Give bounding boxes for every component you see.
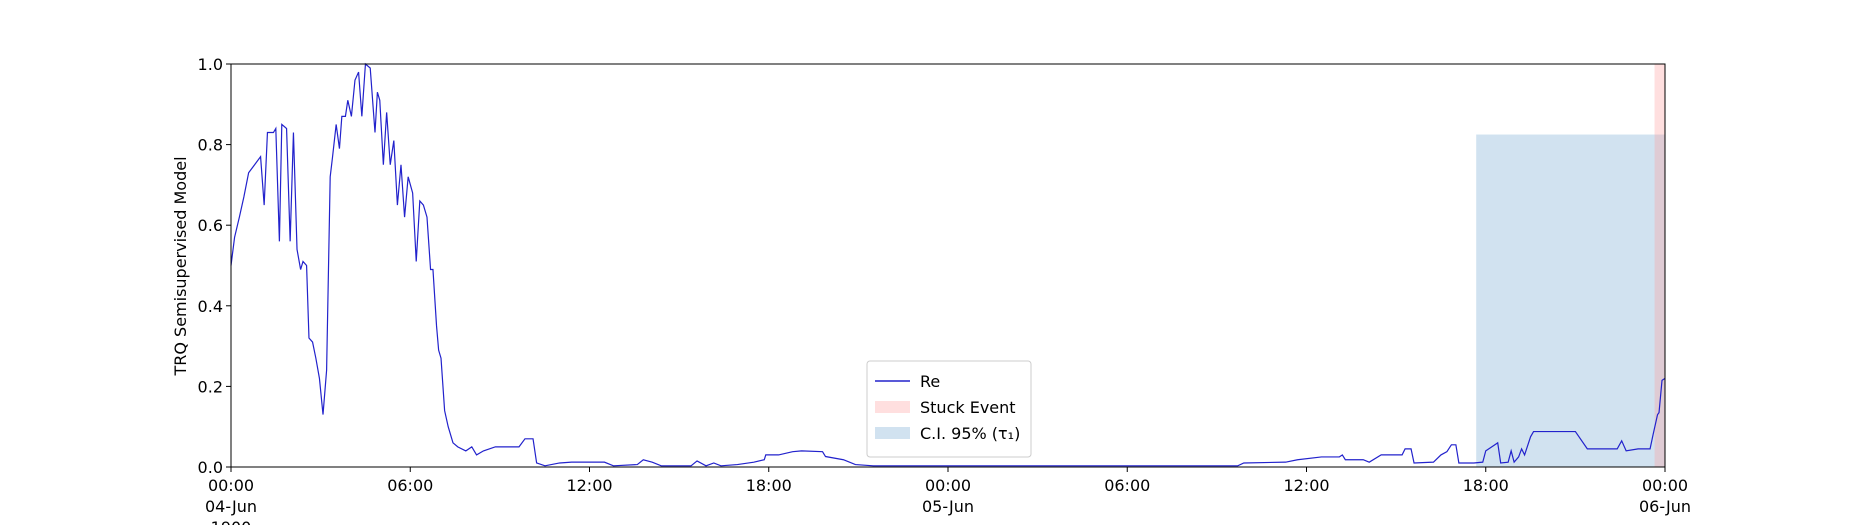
x-tick-label: 18:00: [746, 476, 792, 495]
y-tick-label: 0.2: [198, 377, 223, 396]
y-tick-label: 1.0: [198, 55, 223, 74]
tick-label-line: 18:00: [746, 476, 792, 495]
tick-label-line: 04-Jun: [205, 497, 257, 516]
legend-label: Re: [920, 372, 940, 391]
legend-swatch: [875, 427, 910, 439]
x-tick-label: 00:00 04-Jun 1900: [205, 476, 257, 525]
tick-label-line: 12:00: [1283, 476, 1329, 495]
tick-label-line: 00:00: [1642, 476, 1688, 495]
y-tick-label: 0.4: [198, 297, 223, 316]
line: [230, 62, 1666, 467]
legend-label: Stuck Event: [920, 398, 1016, 417]
span: [1654, 64, 1665, 467]
y-axis-label: TRQ Semisupervised Model: [171, 156, 190, 376]
tick-label-line: 06-Jun: [1639, 497, 1691, 516]
y-tick-label: 0.0: [198, 458, 223, 477]
x-tick-label: 06:00: [1104, 476, 1150, 495]
tick-label-line: 00:00: [208, 476, 254, 495]
tick-label-line: 06:00: [1104, 476, 1150, 495]
tick-label-line: 00:00: [925, 476, 971, 495]
x-tick-label: 00:00 06-Jun: [1639, 476, 1691, 516]
legend-swatch: [875, 401, 910, 413]
tick-label-line: 1900: [211, 518, 252, 525]
tick-label-line: 12:00: [566, 476, 612, 495]
span: [1476, 134, 1665, 467]
legend-label: C.I. 95% (τ₁): [920, 424, 1020, 443]
x-tick-label: 12:00: [1283, 476, 1329, 495]
x-tick-label: 00:00 05-Jun: [922, 476, 974, 516]
tick-label-line: 18:00: [1463, 476, 1509, 495]
x-tick-label: 18:00: [1463, 476, 1509, 495]
legend-box: [866, 360, 1032, 458]
tick-label-line: 05-Jun: [922, 497, 974, 516]
x-tick-label: 12:00: [566, 476, 612, 495]
x-tick-label: 06:00: [387, 476, 433, 495]
tick-label-line: 06:00: [387, 476, 433, 495]
y-tick-label: 0.8: [198, 136, 223, 155]
y-tick-label: 0.6: [198, 216, 223, 235]
legend: Re Stuck Event C.I. 95% (τ₁): [866, 360, 1032, 458]
